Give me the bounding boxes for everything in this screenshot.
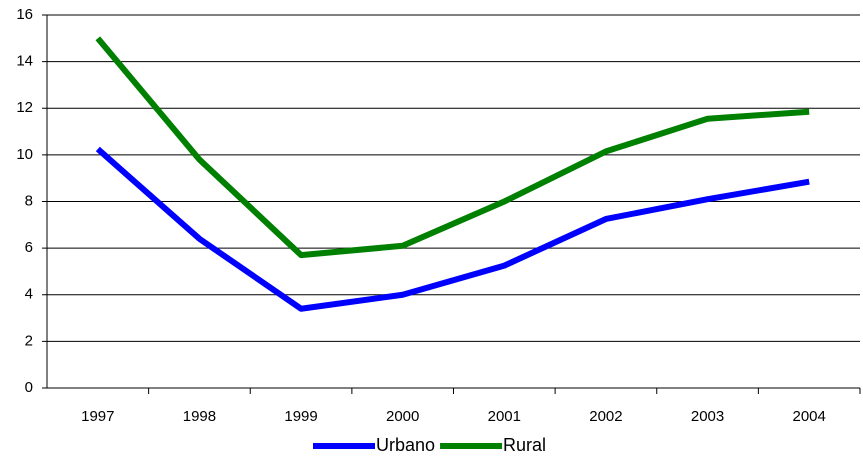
series-line [95,146,810,312]
x-tick-label: 1998 [183,408,216,425]
y-tick-label: 2 [25,332,33,349]
y-tick-label: 16 [16,6,33,23]
x-tick-label: 2003 [691,408,724,425]
x-tick-label: 2002 [589,408,622,425]
x-tick-label: 1997 [81,408,114,425]
x-tick-label: 2004 [793,408,826,425]
legend-label: Urbano [376,435,435,455]
y-tick-label: 14 [16,53,33,70]
y-tick-label: 8 [25,192,33,209]
x-tick-label: 1999 [284,408,317,425]
series-line [95,36,810,259]
y-tick-label: 4 [25,286,33,303]
x-tick-label: 2001 [488,408,521,425]
y-tick-label: 12 [16,99,33,116]
x-tick-label: 2000 [386,408,419,425]
legend-label: Rural [503,435,546,455]
y-tick-label: 10 [16,146,33,163]
y-tick-label: 0 [25,379,33,396]
y-tick-label: 6 [25,239,33,256]
